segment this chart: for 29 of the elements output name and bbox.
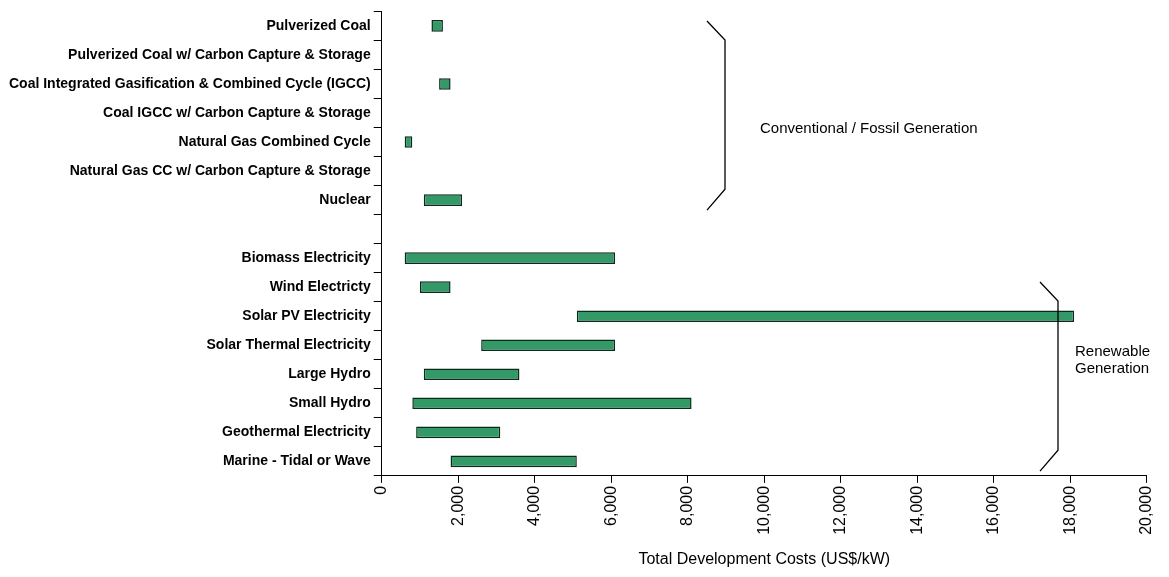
y-tick-label: Natural Gas Combined Cycle [178,132,371,149]
x-tick-label: 6,000 [601,485,619,526]
x-tick-label: 10,000 [754,485,772,535]
y-tick-label: Biomass Electricity [241,249,371,266]
y-tick-label: Small Hydro [289,394,371,411]
y-tick-label: Large Hydro [288,365,371,382]
y-tick-label: Solar PV Electricity [242,307,371,324]
y-tick-label: Coal IGCC w/ Carbon Capture & Storage [103,103,371,120]
y-tick-label: Coal Integrated Gasification & Combined Cycle (IGCC) [9,74,371,91]
x-tick-label: 16,000 [984,485,1002,535]
y-tick-label: Nuclear [319,190,372,207]
x-tick-label: 2,000 [448,485,466,526]
x-tick-label: 12,000 [831,485,849,535]
x-tick-label: 8,000 [678,485,696,526]
x-tick-label: 20,000 [1137,485,1155,535]
x-tick-label: 4,000 [525,485,543,526]
y-tick-label: Solar Thermal Electricity [206,336,371,353]
y-tick-label: Pulverized Coal [266,16,371,33]
x-tick-label: 14,000 [907,485,925,535]
y-tick-label: Geothermal Electricity [222,423,371,440]
annotation: Renewable Generation [1075,341,1152,376]
y-tick-label: Pulverized Coal w/ Carbon Capture & Storage [68,45,371,62]
annotation: Conventional / Fossil Generation [760,118,979,136]
y-tick-label: Marine - Tidal or Wave [222,452,371,469]
y-tick-label: Wind Electricty [269,278,371,295]
x-tick-label: 0 [372,485,390,495]
x-axis-title: Total Development Costs (US$/kW) [638,549,891,567]
y-tick-label: Natural Gas CC w/ Carbon Capture & Storage [69,161,371,178]
x-tick-label: 18,000 [1060,485,1078,535]
